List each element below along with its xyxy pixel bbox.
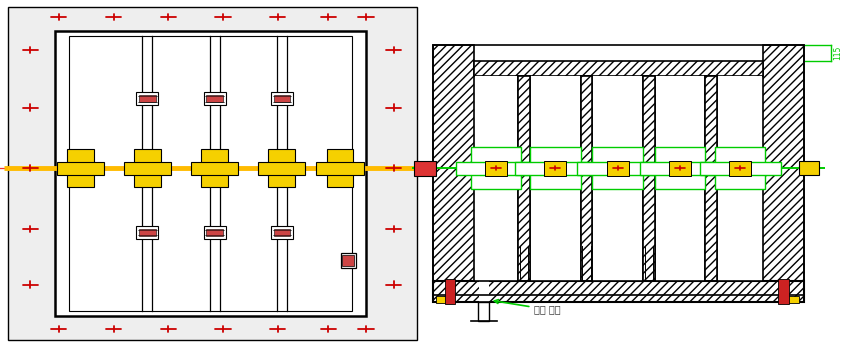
Text: 115: 115 <box>833 45 842 60</box>
Bar <box>55 31 366 316</box>
Bar <box>531 76 580 281</box>
Bar <box>471 147 522 189</box>
Bar <box>137 92 158 105</box>
Bar <box>474 76 517 281</box>
Bar <box>655 147 706 189</box>
Bar <box>593 76 642 281</box>
Bar <box>643 76 655 281</box>
Bar <box>485 161 507 176</box>
Bar <box>643 76 655 281</box>
Bar <box>414 161 436 176</box>
Bar <box>203 92 225 105</box>
Bar <box>433 45 473 295</box>
Bar <box>201 149 228 187</box>
Bar <box>271 226 293 239</box>
Bar <box>581 76 592 281</box>
Bar <box>327 149 354 187</box>
Bar <box>706 76 717 281</box>
Bar <box>271 92 293 105</box>
Bar <box>273 95 290 102</box>
Bar <box>342 255 354 266</box>
Bar <box>581 76 592 281</box>
Bar <box>268 149 295 187</box>
Bar <box>544 161 566 176</box>
Bar <box>479 281 489 302</box>
Bar <box>518 76 530 281</box>
Bar <box>763 45 803 295</box>
Bar <box>656 76 705 281</box>
Bar <box>592 147 643 189</box>
Bar <box>718 76 762 281</box>
Bar <box>134 149 160 187</box>
Bar <box>700 162 781 175</box>
Bar <box>341 253 356 268</box>
Bar <box>124 162 170 175</box>
Bar <box>479 302 490 321</box>
Bar <box>273 229 290 236</box>
Bar <box>68 149 95 187</box>
Text: 호스 니플: 호스 니플 <box>495 299 561 314</box>
Bar <box>474 76 762 281</box>
Bar <box>473 61 763 76</box>
Bar <box>445 279 455 304</box>
Bar <box>783 296 798 303</box>
Bar <box>139 95 155 102</box>
Bar <box>433 45 803 295</box>
Bar <box>69 36 352 311</box>
Bar <box>137 226 158 239</box>
Bar <box>715 147 766 189</box>
Bar <box>518 76 530 281</box>
Bar <box>203 226 225 239</box>
Bar <box>206 95 223 102</box>
Bar <box>57 162 105 175</box>
Bar <box>778 279 788 304</box>
Bar <box>607 161 629 176</box>
Bar <box>139 229 155 236</box>
Bar <box>258 162 306 175</box>
Bar <box>8 7 417 340</box>
Bar <box>640 162 721 175</box>
Bar <box>456 162 537 175</box>
Bar <box>436 296 451 303</box>
Bar <box>799 161 819 175</box>
Bar <box>577 162 658 175</box>
Bar <box>706 76 717 281</box>
Bar <box>530 147 581 189</box>
Bar <box>191 162 238 175</box>
Bar <box>433 281 803 302</box>
Bar <box>729 161 751 176</box>
Bar <box>206 229 223 236</box>
Bar <box>473 61 763 281</box>
Bar <box>515 162 596 175</box>
Bar <box>433 281 803 302</box>
Bar <box>669 161 691 176</box>
Bar <box>316 162 364 175</box>
